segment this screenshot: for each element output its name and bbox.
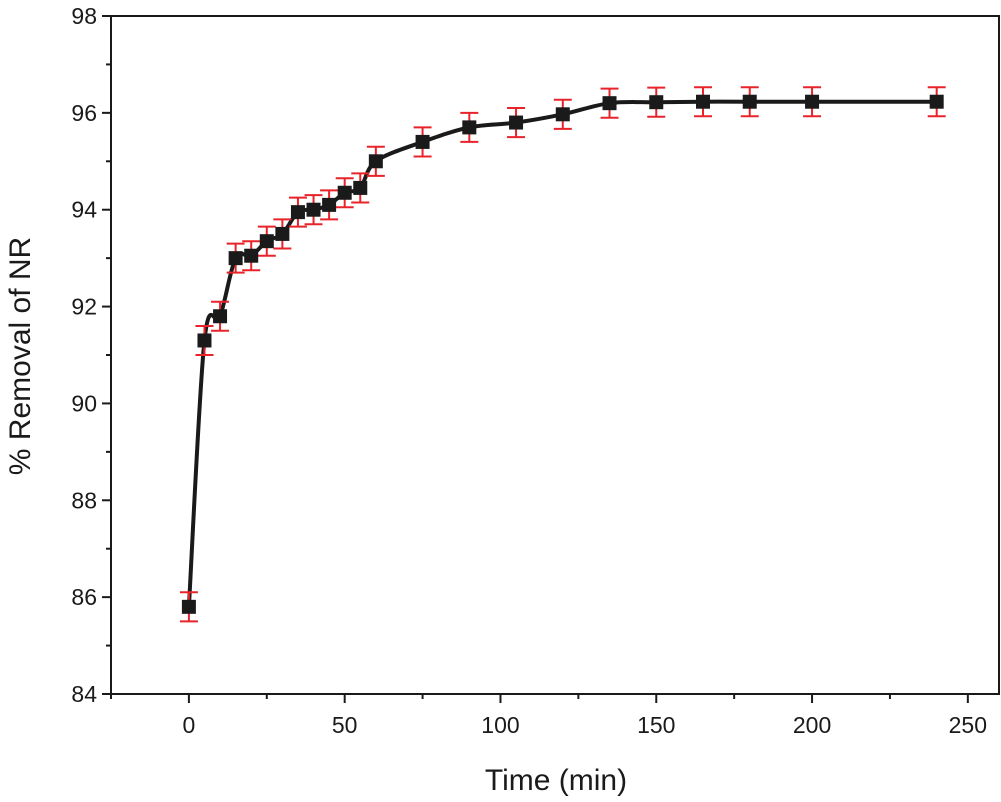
data-point-marker bbox=[929, 94, 944, 109]
data-point-marker bbox=[509, 115, 524, 130]
y-tick-label: 88 bbox=[71, 487, 97, 513]
data-point-marker bbox=[415, 134, 430, 149]
x-tick-label: 150 bbox=[637, 712, 675, 738]
data-point-marker bbox=[353, 180, 368, 195]
y-axis-title: % Removal of NR bbox=[4, 237, 37, 475]
x-tick-label: 0 bbox=[182, 712, 195, 738]
data-point-marker bbox=[306, 202, 321, 217]
x-tick-label: 100 bbox=[481, 712, 519, 738]
y-tick-label: 86 bbox=[71, 584, 97, 610]
data-point-marker bbox=[555, 107, 570, 122]
data-point-marker bbox=[322, 197, 337, 212]
y-tick-label: 92 bbox=[71, 294, 97, 320]
data-point-marker bbox=[602, 96, 617, 111]
data-point-marker bbox=[805, 94, 820, 109]
data-point-marker bbox=[228, 251, 243, 266]
data-point-marker bbox=[290, 205, 305, 220]
data-point-marker bbox=[259, 234, 274, 249]
data-point-marker bbox=[244, 248, 259, 263]
data-point-marker bbox=[197, 333, 212, 348]
data-point-marker bbox=[181, 599, 196, 614]
y-tick-label: 84 bbox=[71, 681, 97, 707]
data-point-marker bbox=[696, 94, 710, 109]
data-point-marker bbox=[368, 154, 383, 169]
y-tick-label: 98 bbox=[71, 3, 97, 29]
data-point-marker bbox=[275, 226, 290, 241]
data-point-marker bbox=[337, 185, 352, 200]
axes: 0 50 100 150 200 250 84 86 88 90 92 94 96 98 bbox=[71, 3, 1000, 738]
plot-area bbox=[179, 86, 946, 623]
y-tick-label: 94 bbox=[71, 197, 97, 223]
y-tick-label: 90 bbox=[71, 390, 97, 416]
x-tick-label: 200 bbox=[793, 712, 831, 738]
data-point-marker bbox=[213, 309, 228, 324]
data-point-marker bbox=[649, 95, 664, 110]
x-tick-label: 250 bbox=[949, 712, 987, 738]
y-tick-label: 96 bbox=[71, 100, 97, 126]
x-axis-title: Time (min) bbox=[485, 764, 627, 797]
data-point-marker bbox=[742, 94, 757, 109]
data-point-marker bbox=[462, 120, 477, 135]
series-line bbox=[186, 99, 937, 607]
x-tick-label: 50 bbox=[332, 712, 358, 738]
